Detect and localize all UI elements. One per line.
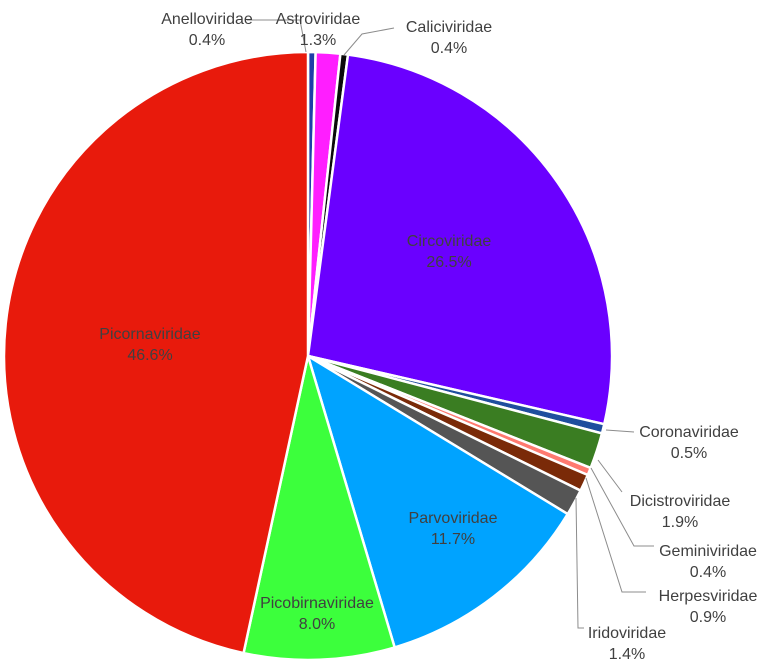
slice-name-coronaviridae: Coronaviridae xyxy=(639,424,739,441)
slice-name-parvoviridae: Parvoviridae xyxy=(409,510,498,527)
pie-slices xyxy=(2,50,614,662)
slice-name-iridoviridae: Iridoviridae xyxy=(588,625,666,642)
slice-label-coronaviridae: Coronaviridae 0.5% xyxy=(639,424,739,462)
slice-percent-anelloviridae: 0.4% xyxy=(189,32,225,49)
slice-percent-caliciviridae: 0.4% xyxy=(431,40,467,57)
slice-label-astroviridae: Astroviridae 1.3% xyxy=(276,11,361,49)
slice-percent-picobirnaviridae: 8.0% xyxy=(299,616,335,633)
slice-label-circoviridae: Circoviridae 26.5% xyxy=(407,233,492,271)
leader-line-anelloviridae xyxy=(247,19,307,53)
slice-label-geminiviridae: Geminiviridae 0.4% xyxy=(659,543,757,581)
slice-percent-geminiviridae: 0.4% xyxy=(690,564,726,581)
slice-label-parvoviridae: Parvoviridae 11.7% xyxy=(409,510,498,548)
slice-label-iridoviridae: Iridoviridae 1.4% xyxy=(588,625,666,663)
slice-percent-dicistroviridae: 1.9% xyxy=(662,514,698,531)
slice-name-geminiviridae: Geminiviridae xyxy=(659,543,757,560)
pie-slice-picornaviridae xyxy=(2,50,310,655)
slice-label-caliciviridae: Caliciviridae 0.4% xyxy=(406,19,492,57)
slice-percent-coronaviridae: 0.5% xyxy=(671,445,707,462)
slice-percent-parvoviridae: 11.7% xyxy=(431,531,475,548)
pie-slice-picobirnaviridae xyxy=(242,355,397,662)
slice-name-dicistroviridae: Dicistroviridae xyxy=(630,493,731,510)
slice-label-dicistroviridae: Dicistroviridae 1.9% xyxy=(630,493,731,531)
pie-slice-circoviridae xyxy=(306,53,614,426)
slice-percent-picornaviridae: 46.6% xyxy=(127,347,172,364)
leader-lines xyxy=(247,19,654,629)
slice-name-astroviridae: Astroviridae xyxy=(276,11,361,28)
leader-line-coronaviridae xyxy=(605,429,635,433)
pie-slice-parvoviridae xyxy=(305,353,570,649)
slice-name-picobirnaviridae: Picobirnaviridae xyxy=(260,595,374,612)
slice-name-circoviridae: Circoviridae xyxy=(407,233,492,250)
slice-percent-astroviridae: 1.3% xyxy=(300,32,336,49)
slice-percent-herpesviridae: 0.9% xyxy=(690,609,726,626)
slice-label-picobirnaviridae: Picobirnaviridae 8.0% xyxy=(260,595,374,633)
slice-name-herpesviridae: Herpesviridae xyxy=(659,588,758,605)
slice-name-picornaviridae: Picornaviridae xyxy=(99,326,200,343)
slice-name-caliciviridae: Caliciviridae xyxy=(406,19,492,36)
slice-label-herpesviridae: Herpesviridae 0.9% xyxy=(659,588,758,626)
slice-name-anelloviridae: Anelloviridae xyxy=(161,11,253,28)
leader-line-dicistroviridae xyxy=(597,459,623,493)
leader-line-herpesviridae xyxy=(585,477,646,593)
slice-labels: Anelloviridae 0.4% Astroviridae 1.3% Caliciv… xyxy=(99,11,757,663)
slice-percent-circoviridae: 26.5% xyxy=(426,254,471,271)
slice-label-anelloviridae: Anelloviridae 0.4% xyxy=(161,11,253,49)
slice-percent-iridoviridae: 1.4% xyxy=(609,646,645,663)
leader-line-iridoviridae xyxy=(575,497,584,629)
leader-line-caliciviridae xyxy=(343,27,395,56)
slice-label-picornaviridae: Picornaviridae 46.6% xyxy=(99,326,200,364)
leader-line-geminiviridae xyxy=(590,467,654,547)
